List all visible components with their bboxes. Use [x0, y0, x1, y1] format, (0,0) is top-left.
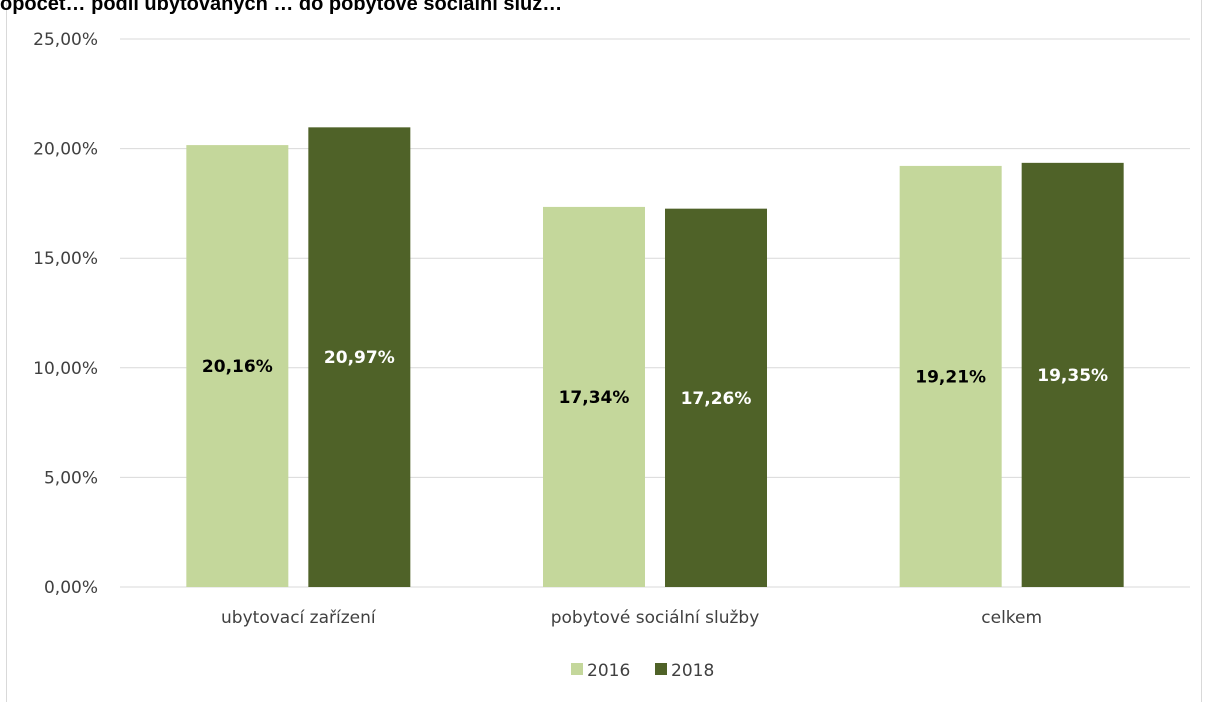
legend-label: 2018 — [671, 661, 714, 681]
data-label: 19,21% — [915, 367, 986, 387]
bar-2018 — [665, 208, 767, 587]
y-tick-label: 0,00% — [44, 578, 98, 598]
y-axis: 0,00% 5,00% 10,00% 15,00% 20,00% 25,00% — [33, 30, 98, 598]
bar-2018 — [308, 127, 411, 588]
bar-2016 — [186, 145, 289, 587]
legend-label: 2016 — [587, 661, 630, 681]
chart-title: opočet… podíl ubytovaných … do pobytové … — [0, 0, 563, 15]
chart-frame — [6, 0, 1202, 702]
y-tick-label: 5,00% — [44, 468, 98, 488]
data-label: 20,97% — [324, 348, 395, 368]
y-tick-label: 10,00% — [33, 359, 98, 379]
legend-swatch-2016 — [571, 663, 583, 675]
y-tick-label: 20,00% — [33, 140, 98, 160]
legend-swatch-2018 — [655, 663, 667, 675]
data-label: 19,35% — [1037, 366, 1108, 386]
bar-2018 — [1021, 162, 1124, 587]
x-tick-label: pobytové sociální služby — [551, 608, 760, 628]
gridlines — [120, 38, 1190, 588]
bars — [186, 127, 1124, 588]
bar-2016 — [899, 165, 1002, 587]
data-labels: 20,16% 20,97% 17,34% 17,26% 19,21% 19,35% — [202, 348, 1108, 409]
data-label: 20,16% — [202, 357, 273, 377]
y-tick-label: 15,00% — [33, 249, 98, 269]
x-tick-label: ubytovací zařízení — [221, 608, 377, 628]
y-tick-label: 25,00% — [33, 30, 98, 50]
x-tick-label: celkem — [981, 608, 1042, 628]
legend: 2016 2018 — [571, 661, 714, 681]
x-axis: ubytovací zařízení pobytové sociální služ… — [221, 608, 1042, 628]
data-label: 17,34% — [559, 388, 630, 408]
bar-2016 — [543, 206, 645, 587]
data-label: 17,26% — [681, 389, 752, 409]
